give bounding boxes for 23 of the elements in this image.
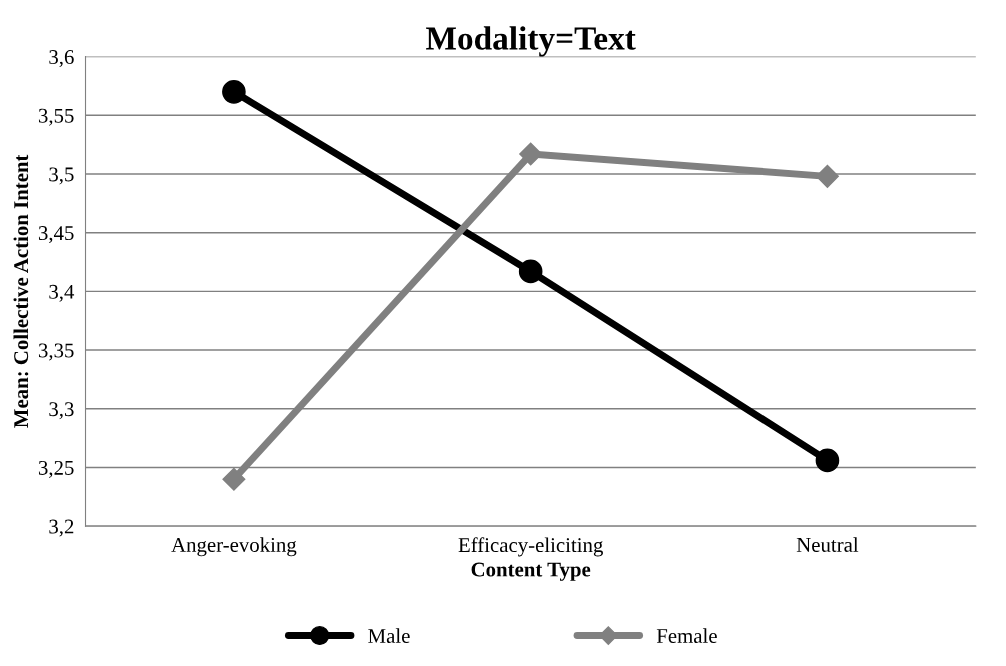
y-tick-label: 3,4	[49, 284, 75, 302]
y-tick-label: 3,25	[38, 460, 74, 478]
x-tick-label: Efficacy-eliciting	[458, 537, 603, 557]
point	[815, 164, 839, 188]
y-tick-label: 3,2	[49, 519, 74, 537]
point	[222, 80, 246, 104]
y-tick-label: 3,45	[38, 226, 74, 244]
x-axis-title: Content Type	[471, 562, 591, 581]
y-tick-label: 3,6	[49, 50, 74, 68]
chart-title: Modality=Text	[426, 26, 636, 57]
y-tick-label: 3,5	[49, 167, 74, 185]
point	[222, 467, 246, 491]
y-axis-title: Mean: Collective Action Intent	[13, 154, 29, 428]
point	[815, 448, 840, 473]
y-tick-label: 3,3	[49, 402, 74, 420]
y-tick-label: 3,35	[38, 343, 74, 361]
x-tick-label: Neutral	[796, 537, 859, 552]
x-tick-label: Anger-evoking	[171, 537, 297, 557]
legend-label: Female	[656, 628, 717, 644]
y-tick-label: 3,55	[38, 108, 74, 126]
legend-label: Male	[368, 628, 410, 644]
point	[519, 142, 543, 166]
point	[518, 259, 543, 284]
